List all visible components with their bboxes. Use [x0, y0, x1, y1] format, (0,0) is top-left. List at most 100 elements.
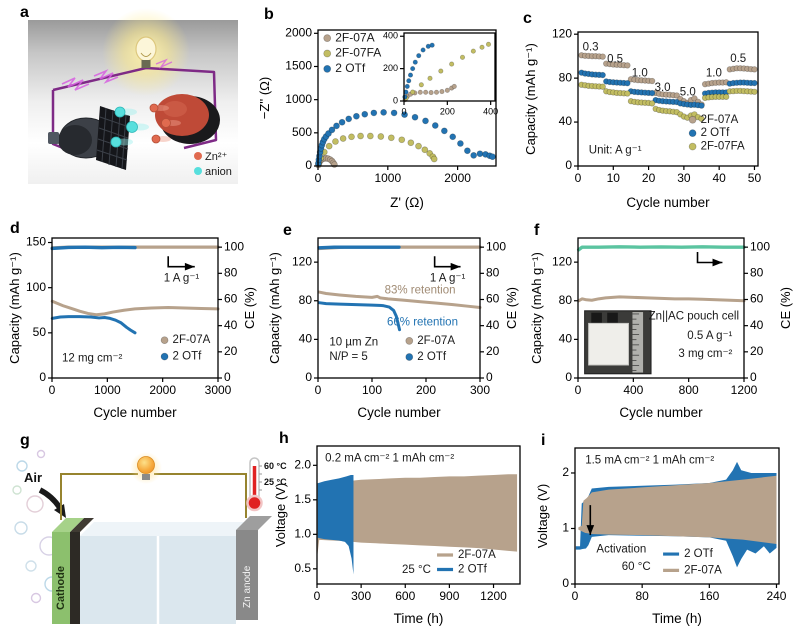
panel-g-illustration: Air 60 °C 25 °C — [8, 436, 294, 626]
y-axis-label: Capacity (mAh g⁻¹) — [523, 43, 538, 155]
svg-text:300: 300 — [351, 589, 371, 603]
lightning-icon — [61, 77, 90, 91]
chart-h: 0 300 600 900 1200 0.5 1.0 1.5 2.0 Time (h) Voltag… — [273, 445, 521, 626]
arrow-head — [184, 262, 195, 271]
svg-text:800: 800 — [679, 383, 699, 397]
svg-text:80: 80 — [559, 70, 573, 84]
svg-text:0: 0 — [486, 370, 493, 384]
axes-frame — [577, 237, 745, 379]
svg-text:200: 200 — [383, 63, 398, 73]
legend: 2F-07A 2 OTf — [437, 549, 496, 576]
svg-text:3000: 3000 — [205, 383, 232, 397]
svg-text:10: 10 — [607, 171, 621, 185]
svg-text:20: 20 — [750, 344, 764, 358]
svg-text:2F-07A: 2F-07A — [173, 334, 211, 346]
annotation-arrow — [696, 252, 723, 264]
svg-text:60: 60 — [486, 292, 500, 306]
series-scatter-2 OTf — [314, 109, 496, 167]
svg-text:2F-07A: 2F-07A — [684, 564, 722, 576]
svg-text:40: 40 — [712, 171, 726, 185]
wire-right — [154, 473, 247, 518]
temp-high-label: 60 °C — [264, 461, 287, 471]
series-line-Capacity 2F-07A — [317, 290, 482, 310]
y-axis-label: Capacity (mAh g⁻¹) — [529, 252, 544, 364]
cell-schematic: Zn²⁺ anion — [28, 8, 238, 184]
panel-e-cycling-chart: 0 100 200 300 0 40 80 120 0 20 40 60 80 100 Cycle numb… — [266, 220, 520, 422]
svg-text:120: 120 — [292, 254, 312, 268]
axes-frame — [403, 32, 496, 102]
annotation: 5.0 — [680, 86, 696, 98]
cathode-top — [52, 518, 84, 532]
svg-text:2 OTf: 2 OTf — [701, 127, 731, 139]
svg-text:0: 0 — [315, 171, 322, 185]
svg-text:20: 20 — [486, 344, 500, 358]
panel-c-rate-chart: 0 10 20 30 40 50 0 40 80 120 Cycle number Capacity … — [522, 6, 798, 212]
annotation: 1.5 mA cm⁻² 1 mAh cm⁻² — [585, 454, 714, 466]
svg-text:1.5: 1.5 — [294, 492, 311, 506]
series-line-Capacity pouch — [577, 295, 746, 303]
y-axis-label: Voltage (V) — [273, 483, 288, 547]
series-line-Capacity 2 OTf — [50, 315, 137, 335]
panel-d-cycling-chart: 0 1000 2000 3000 0 50 100 150 0 20 40 60 80 100 Cycle … — [6, 220, 258, 422]
cathode-front — [52, 532, 70, 624]
axes-frame — [574, 447, 780, 585]
arrow-head — [586, 525, 595, 536]
y2-axis-label: CE (%) — [778, 287, 793, 329]
svg-text:160: 160 — [699, 589, 719, 603]
svg-text:2 OTf: 2 OTf — [417, 351, 447, 363]
y-axis-label: −Z'' (Ω) — [257, 77, 272, 120]
annotation: N/P = 5 — [329, 351, 367, 363]
chart-i: 0 80 160 240 0 1 2 Time (h) Voltage (V) 1.5 mA cm… — [535, 447, 787, 626]
y-axis-label: Voltage (V) — [535, 484, 550, 548]
annotation: 25 °C — [402, 564, 431, 576]
svg-text:600: 600 — [395, 589, 415, 603]
anode-label: Zn anode — [242, 565, 253, 608]
lightning-icon — [93, 69, 119, 84]
x-axis-label: Time (h) — [394, 611, 444, 626]
annotation: 83% retention — [385, 285, 456, 297]
svg-text:100: 100 — [486, 239, 506, 253]
svg-text:30: 30 — [677, 171, 691, 185]
series-line-CE 2 OTf — [317, 245, 401, 250]
panel-a-illustration: Zn²⁺ anion — [28, 8, 238, 184]
svg-text:500: 500 — [292, 125, 312, 139]
svg-text:100: 100 — [750, 239, 770, 253]
panel-a-label: a — [20, 4, 29, 21]
series-scatter-2 OTf — [402, 42, 435, 100]
panel-f-label: f — [534, 222, 540, 239]
svg-text:0: 0 — [39, 370, 46, 384]
svg-text:40: 40 — [224, 318, 238, 332]
svg-text:40: 40 — [559, 332, 573, 346]
annotation: 66% retention — [387, 317, 458, 329]
bulb-base — [141, 60, 151, 68]
svg-text:100: 100 — [362, 383, 382, 397]
svg-text:20: 20 — [224, 344, 238, 358]
svg-text:80: 80 — [486, 265, 500, 279]
series-scatter-2 OTf — [578, 69, 758, 109]
svg-text:2F-07A: 2F-07A — [417, 335, 455, 347]
legend: 2 OTf 2F-07A — [663, 548, 722, 576]
svg-text:60: 60 — [750, 292, 764, 306]
series-line-CE 2 OTf — [50, 245, 137, 251]
anion-legend-label: anion — [205, 166, 232, 178]
bulb-base — [142, 474, 150, 480]
wire-left — [60, 473, 138, 520]
svg-text:900: 900 — [439, 589, 459, 603]
light-bulb-icon — [137, 456, 155, 474]
axes-frame — [317, 29, 497, 167]
svg-text:0: 0 — [314, 589, 321, 603]
chart-binset: 0 200 400 0 200 400 — [383, 31, 498, 117]
y-axis-label: Capacity (mAh g⁻¹) — [7, 252, 22, 364]
svg-text:2F-07A: 2F-07A — [458, 549, 496, 561]
svg-text:60: 60 — [224, 292, 238, 306]
series-line-Capacity 2F-07A — [50, 299, 220, 317]
air-label: Air — [24, 470, 42, 485]
panel-b-inset-chart: 0 200 400 0 200 400 — [374, 26, 502, 122]
svg-text:0: 0 — [575, 171, 582, 185]
open-cell-schematic: Air 60 °C 25 °C — [12, 449, 287, 624]
svg-text:0: 0 — [224, 370, 231, 384]
svg-text:400: 400 — [623, 383, 643, 397]
